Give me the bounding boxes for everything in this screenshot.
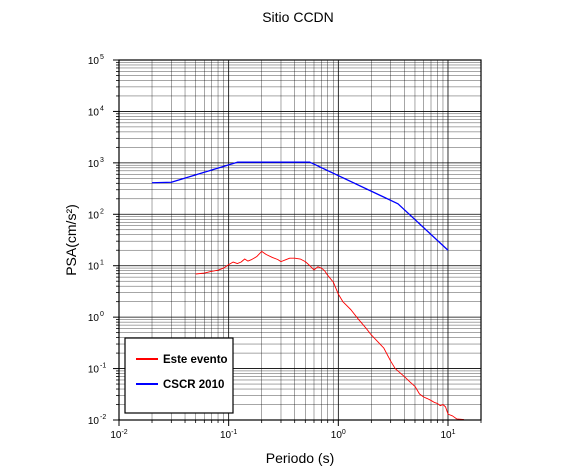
y-tick-label: 10	[88, 159, 100, 170]
x-tick-label: 101	[440, 429, 455, 441]
x-tick-exponent: 1	[452, 429, 456, 436]
y-tick-label: 10	[88, 56, 100, 67]
y-tick-exponent: 0	[100, 311, 104, 318]
plot-frame	[118, 59, 482, 421]
legend-box	[124, 337, 234, 414]
y-tick-label: 10	[88, 365, 100, 376]
x-tick-label: 10-1	[220, 429, 237, 441]
y-tick-label: 10	[88, 313, 100, 324]
x-tick-label: 10-2	[110, 429, 127, 441]
series-line-este-evento	[195, 250, 465, 421]
y-tick-exponent: -1	[100, 363, 106, 370]
y-tick-exponent: 3	[100, 157, 104, 164]
y-tick-label: 10	[88, 416, 100, 427]
x-tick-exponent: -2	[121, 429, 127, 436]
legend-label-este-evento: Este evento	[163, 354, 228, 366]
x-axis-label: Periodo (s)	[266, 450, 334, 466]
y-tick-label: 10	[88, 262, 100, 273]
chart-title: Sitio CCDN	[262, 9, 334, 25]
legend-label-cscr-2010: CSCR 2010	[163, 379, 224, 391]
grid-layer	[119, 60, 481, 420]
y-tick-label: 10	[88, 210, 100, 221]
x-tick-label: 100	[331, 429, 346, 441]
series-line-cscr-2010	[151, 161, 449, 251]
y-tick-exponent: -2	[100, 414, 106, 421]
y-tick-exponent: 2	[100, 208, 104, 215]
x-tick-exponent: -1	[231, 429, 237, 436]
series-layer	[151, 161, 465, 421]
y-tick-exponent: 1	[100, 260, 104, 267]
legend: Este evento CSCR 2010	[124, 337, 234, 414]
x-tick-exponent: 0	[342, 429, 346, 436]
y-tick-label: 10	[88, 107, 100, 118]
y-tick-exponent: 5	[100, 54, 104, 61]
y-tick-exponent: 4	[100, 105, 104, 112]
y-axis-label: PSA(cm/s²)	[63, 204, 79, 276]
